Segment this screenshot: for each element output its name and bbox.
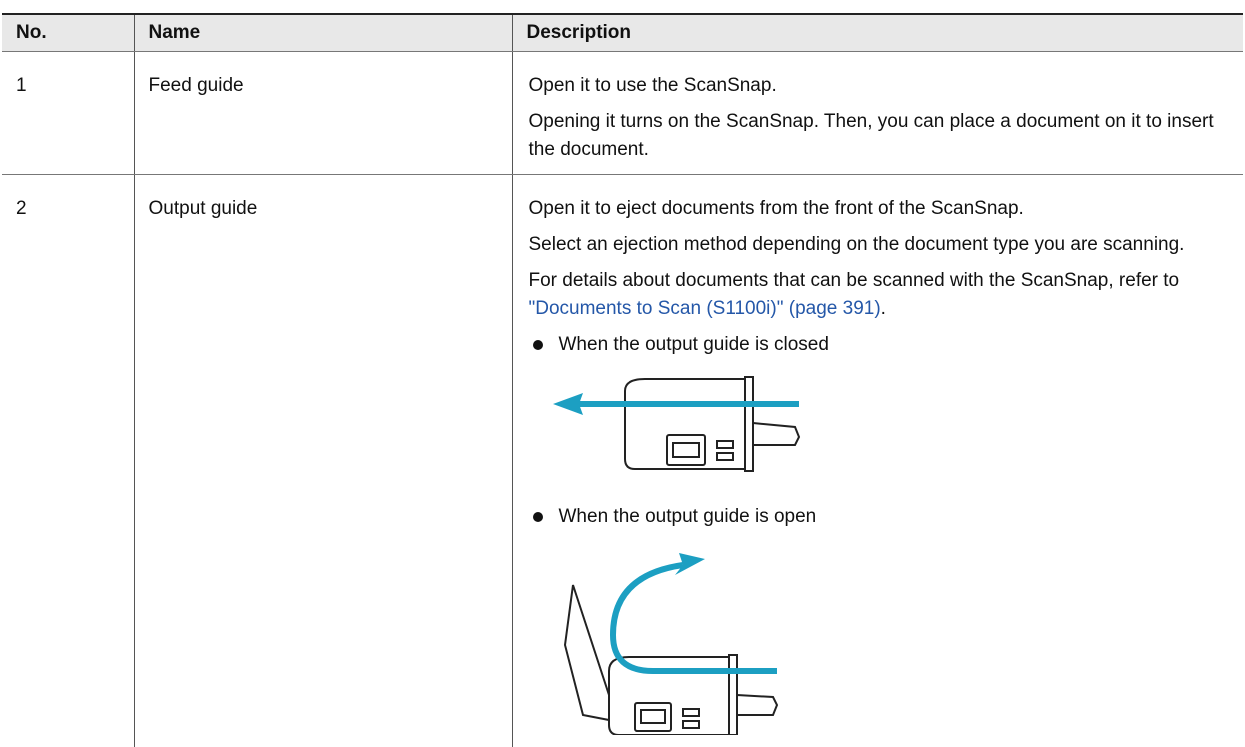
header-cell: No. [2,14,135,52]
paragraph: Open it to use the ScanSnap. [528,75,777,96]
paragraph: For details about documents that can be … [529,267,1238,323]
reference-text: For details about documents that can be … [528,270,1180,291]
open-guide-illustration [563,553,778,735]
row: 2 Output guide Open it to eject document… [2,174,1243,747]
parts-table: No. Name Description 1 Feed guide Open i… [2,13,1243,747]
header-cell: Name [133,14,513,52]
no-cell: 1 [2,51,135,175]
header-row: No. Name Description [2,14,1243,52]
reference-end: . [880,298,886,319]
header-cell: Description [511,14,1243,52]
row: 1 Feed guide Open it to use the ScanSnap… [2,51,1243,175]
paragraph: Select an ejection method depending on t… [528,234,1185,255]
bullet-item: When the output guide is closed [529,331,1238,359]
no-cell: 2 [2,174,135,747]
name-cell: Output guide [133,174,513,747]
link[interactable]: "Documents to Scan (S1100i)" (page 391) [528,298,881,319]
description-cell: Open it to eject documents from the fron… [511,174,1243,747]
bullet-item: When the output guide is open [529,503,1238,531]
paragraph: Open it to eject documents from the fron… [528,198,1024,219]
paragraph: Opening it turns on the ScanSnap. Then, … [528,111,1214,160]
closed-guide-illustration [552,376,800,472]
description-cell: Open it to use the ScanSnap. Opening it … [511,51,1243,175]
name-cell: Feed guide [133,51,513,175]
